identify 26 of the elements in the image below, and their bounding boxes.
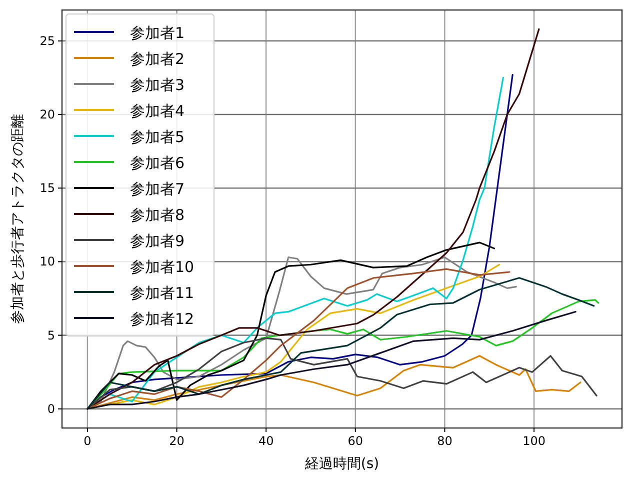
x-tick-label: 100 bbox=[522, 434, 546, 448]
x-tick-label: 80 bbox=[437, 434, 452, 448]
y-tick-label: 5 bbox=[47, 328, 55, 342]
x-tick-label: 20 bbox=[169, 434, 184, 448]
y-axis-title: 参加者と歩行者アトラクタの距離 bbox=[10, 114, 26, 324]
legend-label: 参加者12 bbox=[130, 310, 194, 328]
x-tick-label: 40 bbox=[258, 434, 274, 448]
legend-label: 参加者2 bbox=[130, 50, 185, 68]
x-axis-title: 経過時間(s) bbox=[304, 456, 380, 472]
legend-label: 参加者4 bbox=[130, 102, 185, 120]
legend-label: 参加者3 bbox=[130, 76, 185, 94]
legend-label: 参加者9 bbox=[130, 232, 185, 250]
y-tick-label: 25 bbox=[40, 34, 55, 48]
y-tick-label: 15 bbox=[40, 181, 55, 196]
legend-label: 参加者11 bbox=[130, 284, 194, 302]
legend-label: 参加者1 bbox=[130, 24, 185, 42]
x-tick-label: 60 bbox=[348, 434, 364, 448]
x-tick-label: 0 bbox=[84, 434, 92, 448]
y-tick-label: 20 bbox=[40, 108, 55, 122]
legend-label: 参加者5 bbox=[130, 128, 185, 146]
legend-label: 参加者7 bbox=[130, 180, 185, 198]
legend-label: 参加者6 bbox=[130, 154, 185, 172]
y-tick-label: 10 bbox=[40, 254, 55, 269]
legend-label: 参加者10 bbox=[130, 258, 194, 276]
y-tick-label: 0 bbox=[47, 402, 55, 416]
legend-label: 参加者8 bbox=[130, 206, 185, 224]
